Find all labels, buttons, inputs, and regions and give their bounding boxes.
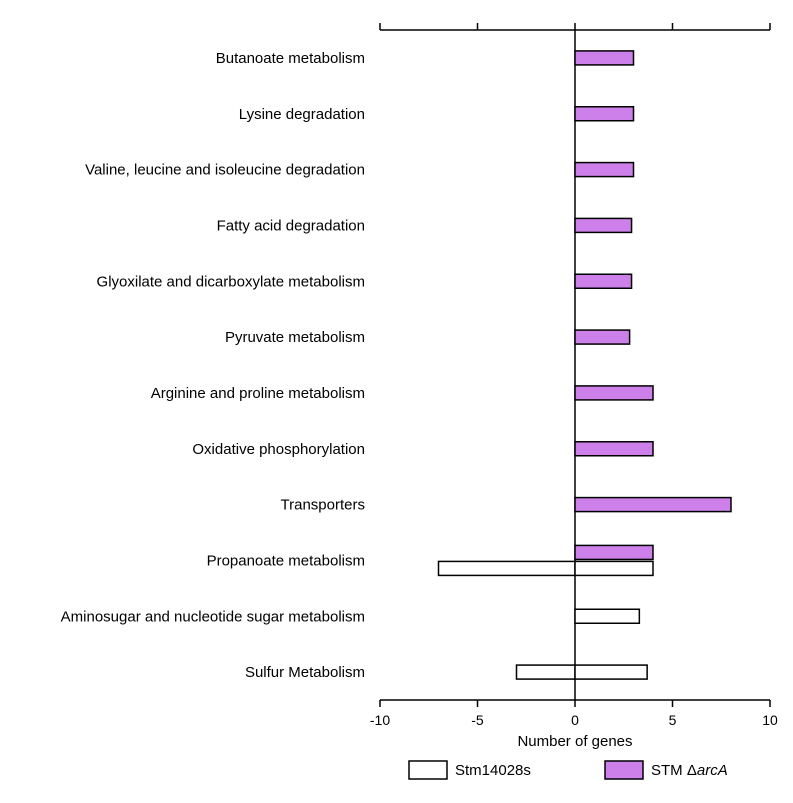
category-label: Lysine degradation xyxy=(239,106,365,123)
bar-arcA xyxy=(575,274,632,288)
bar-stm xyxy=(439,561,576,575)
legend-stm-label: Stm14028s xyxy=(455,762,531,779)
category-label: Sulfur Metabolism xyxy=(245,664,365,681)
category-label: Valine, leucine and isoleucine degradati… xyxy=(85,162,365,179)
bar-stm xyxy=(575,609,639,623)
bar-stm xyxy=(575,561,653,575)
bar-arcA xyxy=(575,330,630,344)
legend-arcA-label: STM ΔarcA xyxy=(651,762,728,779)
category-label: Glyoxilate and dicarboxylate metabolism xyxy=(97,273,365,290)
bar-arcA xyxy=(575,51,634,65)
category-label: Transporters xyxy=(281,497,365,514)
category-label: Fatty acid degradation xyxy=(217,217,365,234)
category-label: Pyruvate metabolism xyxy=(225,329,365,346)
bar-arcA xyxy=(575,163,634,177)
legend-stm-swatch xyxy=(409,761,447,779)
category-label: Arginine and proline metabolism xyxy=(151,385,365,402)
category-label: Oxidative phosphorylation xyxy=(192,441,365,458)
bar-arcA xyxy=(575,498,731,512)
bar-stm xyxy=(517,665,576,679)
category-label: Aminosugar and nucleotide sugar metaboli… xyxy=(61,608,365,625)
bar-arcA xyxy=(575,218,632,232)
x-tick-label: -5 xyxy=(471,712,484,728)
category-label: Butanoate metabolism xyxy=(216,50,365,67)
x-tick-label: 0 xyxy=(571,712,579,728)
chart-container: -10 -5 0 5 10 Number of genes Butanoate metabo… xyxy=(0,0,793,803)
x-tick-label: -10 xyxy=(370,712,390,728)
chart-svg: -10 -5 0 5 10 Number of genes Butanoate metabo… xyxy=(0,0,793,803)
bar-stm xyxy=(575,665,647,679)
bar-arcA xyxy=(575,107,634,121)
bar-arcA xyxy=(575,545,653,559)
bar-arcA xyxy=(575,386,653,400)
x-tick-label: 5 xyxy=(669,712,677,728)
bar-arcA xyxy=(575,442,653,456)
x-tick-label: 10 xyxy=(762,712,778,728)
legend-arcA-swatch xyxy=(605,761,643,779)
x-axis-title: Number of genes xyxy=(517,733,632,750)
category-label: Propanoate metabolism xyxy=(207,552,365,569)
